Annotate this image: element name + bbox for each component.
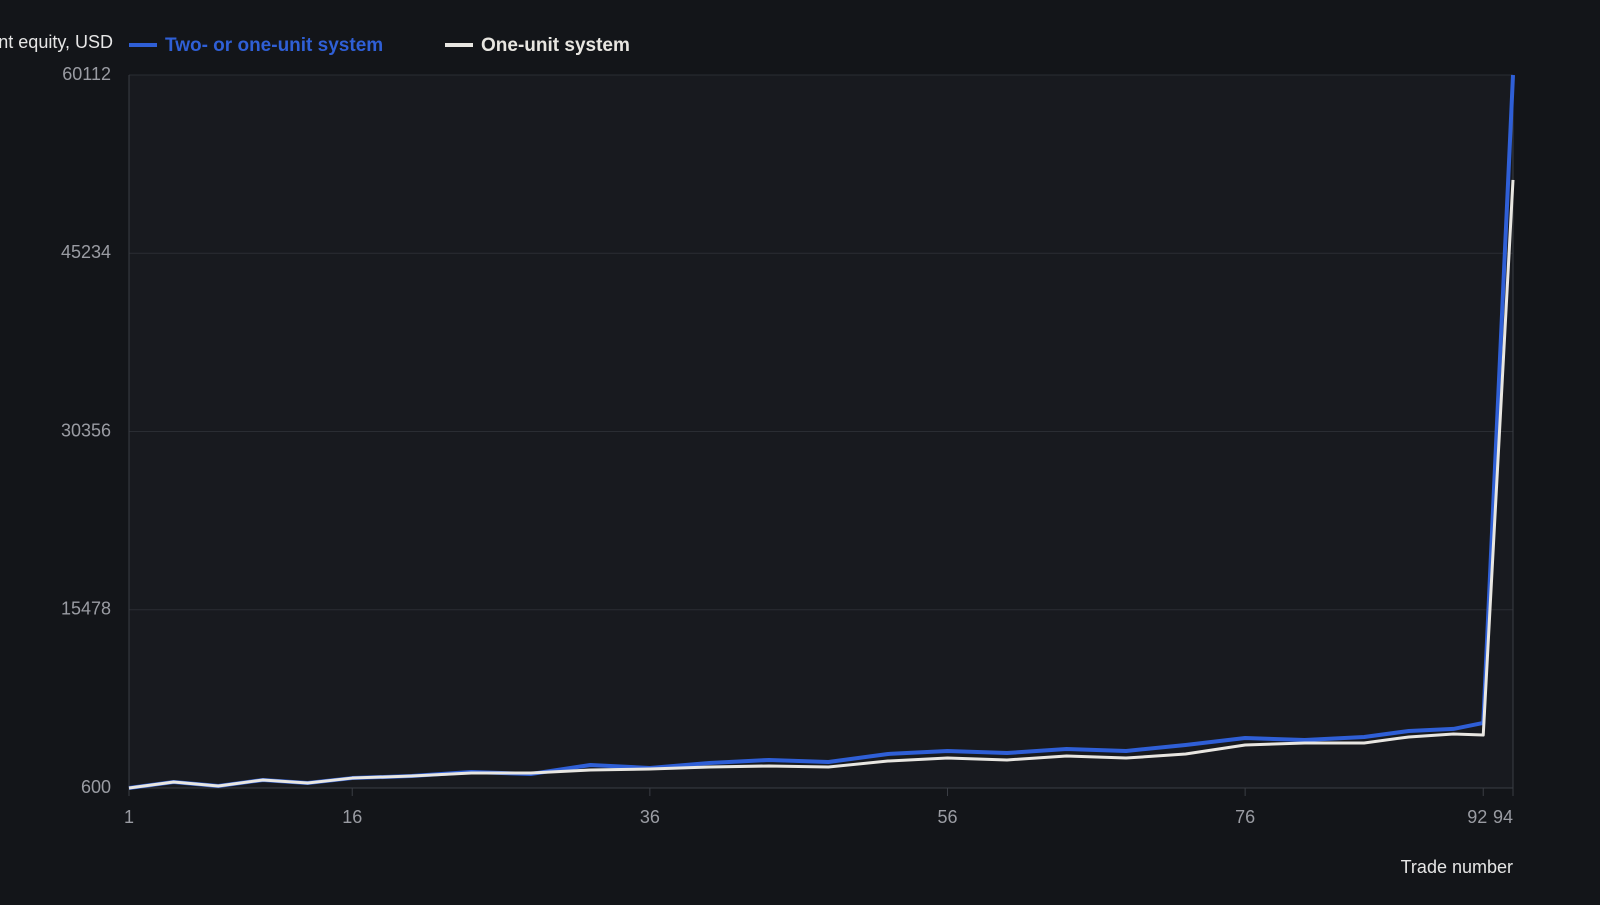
y-tick-label: 15478 (61, 599, 111, 619)
legend-label: Two- or one-unit system (165, 35, 383, 56)
y-axis-title: nt equity, USD (0, 32, 113, 52)
y-tick-label: 30356 (61, 420, 111, 440)
series-line (128, 179, 1515, 790)
x-tick-label: 76 (1235, 807, 1255, 827)
x-tick-label: 92 (1467, 807, 1487, 827)
x-tick-label: 36 (640, 807, 660, 827)
legend-label: One-unit system (481, 35, 630, 56)
x-tick-label: 56 (937, 807, 957, 827)
x-tick-label: 16 (342, 807, 362, 827)
y-tick-label: 60112 (62, 64, 111, 84)
y-tick-label: 600 (81, 777, 111, 797)
y-tick-label: 45234 (61, 242, 111, 262)
x-axis-title: Trade number (1401, 857, 1513, 877)
x-tick-label: 1 (124, 807, 134, 827)
x-tick-label: 94 (1493, 807, 1513, 827)
